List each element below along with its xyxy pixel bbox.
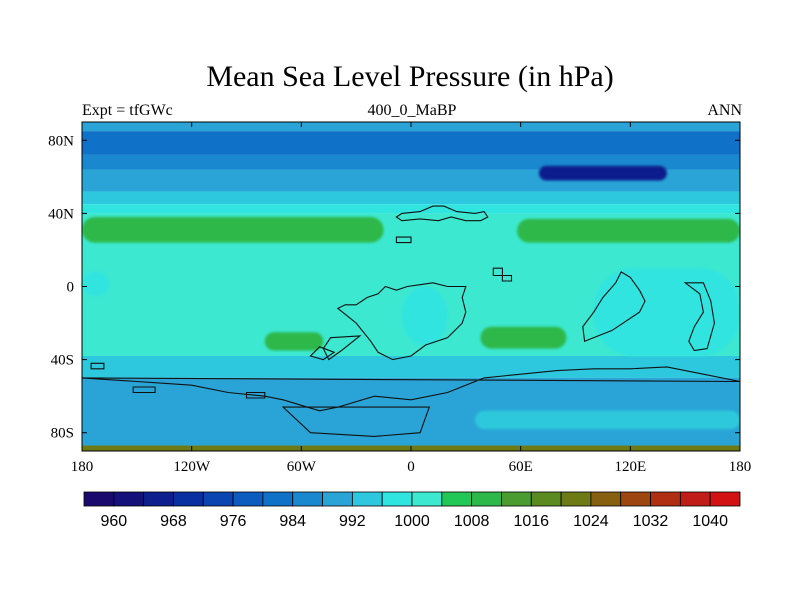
chart-title: Mean Sea Level Pressure (in hPa) — [206, 60, 614, 93]
coastlines — [82, 205, 740, 437]
pressure-south-hemisphere-high-west — [264, 332, 324, 351]
colorbar-tick-label: 1040 — [692, 513, 728, 530]
colorbar-swatch-5 — [232, 491, 264, 507]
colorbar-swatch-4 — [202, 491, 234, 507]
coastline-eurasia-north — [395, 205, 489, 222]
pressure-tropical-low-west — [82, 271, 110, 296]
colorbar-tick-label: 960 — [100, 513, 127, 530]
colorbar-tick-label: 992 — [339, 513, 366, 530]
pressure-band-7 — [82, 355, 740, 378]
colorbar-swatch-14 — [501, 491, 532, 507]
colorbar-swatch-19 — [650, 491, 681, 507]
colorbar-swatch-10 — [381, 491, 413, 507]
pressure-north-atlantic-high — [517, 218, 740, 243]
coastline-australia-block — [582, 271, 646, 343]
colorbar-tick-label: 1000 — [394, 513, 430, 530]
colorbar-swatch-7 — [292, 491, 323, 507]
pressure-features — [82, 165, 740, 430]
x-tick-label: 120W — [173, 459, 211, 475]
pressure-arctic-low — [538, 165, 667, 181]
pressure-band-5 — [82, 204, 740, 214]
coastline-arabian-block — [492, 267, 513, 282]
pressure-tropical-low-center — [401, 286, 448, 345]
x-tick-label: 180 — [71, 459, 94, 475]
right-subtitle: ANN — [707, 102, 742, 119]
pressure-band-4 — [82, 191, 740, 205]
pressure-band-1 — [82, 131, 740, 155]
colorbar-swatch-3 — [173, 491, 204, 507]
colorbar-tick-label: 984 — [279, 513, 306, 530]
x-tick-label: 60E — [509, 459, 533, 475]
coastline-small-block-southwest-2 — [245, 391, 266, 399]
coastline-south-america-tail — [309, 346, 336, 361]
x-tick-label: 120E — [614, 459, 646, 475]
coastline-small-block-west — [90, 362, 105, 370]
colorbar-tick-label: 976 — [220, 513, 247, 530]
colorbar: 960 968 976 984 992 1000 1008 1016 1024 1032 1040 — [83, 491, 741, 530]
coastline-small-block-southwest — [132, 386, 156, 394]
colorbar-swatch-18 — [620, 491, 651, 507]
x-tick-label: 180 — [729, 459, 752, 475]
pressure-south-hemisphere-high-east — [480, 326, 567, 349]
pressure-southern-ocean-band — [474, 410, 740, 430]
colorbar-tick-label: 1024 — [573, 513, 609, 530]
colorbar-tick-label: 968 — [160, 513, 187, 530]
left-subtitle: Expt = tfGWc — [82, 102, 173, 119]
x-tick-label: 60W — [287, 459, 317, 475]
colorbar-tick-label: 1032 — [633, 513, 669, 530]
colorbar-swatch-1 — [113, 491, 145, 507]
colorbar-swatch-15 — [530, 491, 562, 507]
center-subtitle: 400_0_MaBP — [367, 102, 457, 119]
colorbar-tick-label: 1016 — [513, 513, 549, 530]
coastline-africa-east-coast — [322, 335, 362, 361]
colorbar-swatch-6 — [262, 491, 294, 507]
colorbar-swatch-0 — [83, 491, 115, 507]
colorbar-swatch-11 — [411, 491, 443, 507]
coastline-africa-south-america — [336, 282, 467, 361]
coastline-antarctica-interior — [281, 406, 431, 437]
coastline-antarctica-south-margin — [82, 366, 740, 412]
colorbar-swatch-21 — [709, 491, 741, 507]
colorbar-swatch-9 — [351, 491, 383, 507]
colorbar-swatch-17 — [590, 491, 622, 507]
colorbar-tick-label: 1008 — [454, 513, 490, 530]
coastline-pacific-island-east — [683, 282, 715, 352]
pressure-tropical-low-east — [593, 268, 740, 356]
colorbar-swatch-20 — [679, 491, 711, 507]
y-tick-label: 40S — [51, 353, 74, 369]
colorbar-swatch-2 — [143, 491, 174, 507]
y-tick-label: 80S — [51, 426, 74, 442]
colorbar-swatch-8 — [322, 491, 353, 507]
x-tick-label: 0 — [407, 459, 415, 475]
y-tick-label: 80N — [48, 133, 74, 149]
colorbar-swatch-13 — [471, 491, 502, 507]
coastline-europe-small-island — [395, 236, 412, 244]
y-tick-label: 40N — [48, 206, 74, 222]
axes: 180 120W 60W 0 60E 120E 180 80N 40N 0 40S 80S — [48, 122, 751, 475]
y-tick-label: 0 — [67, 280, 75, 296]
colorbar-swatch-12 — [441, 491, 473, 507]
colorbar-swatch-16 — [560, 491, 592, 507]
pressure-north-pacific-high — [82, 217, 384, 243]
